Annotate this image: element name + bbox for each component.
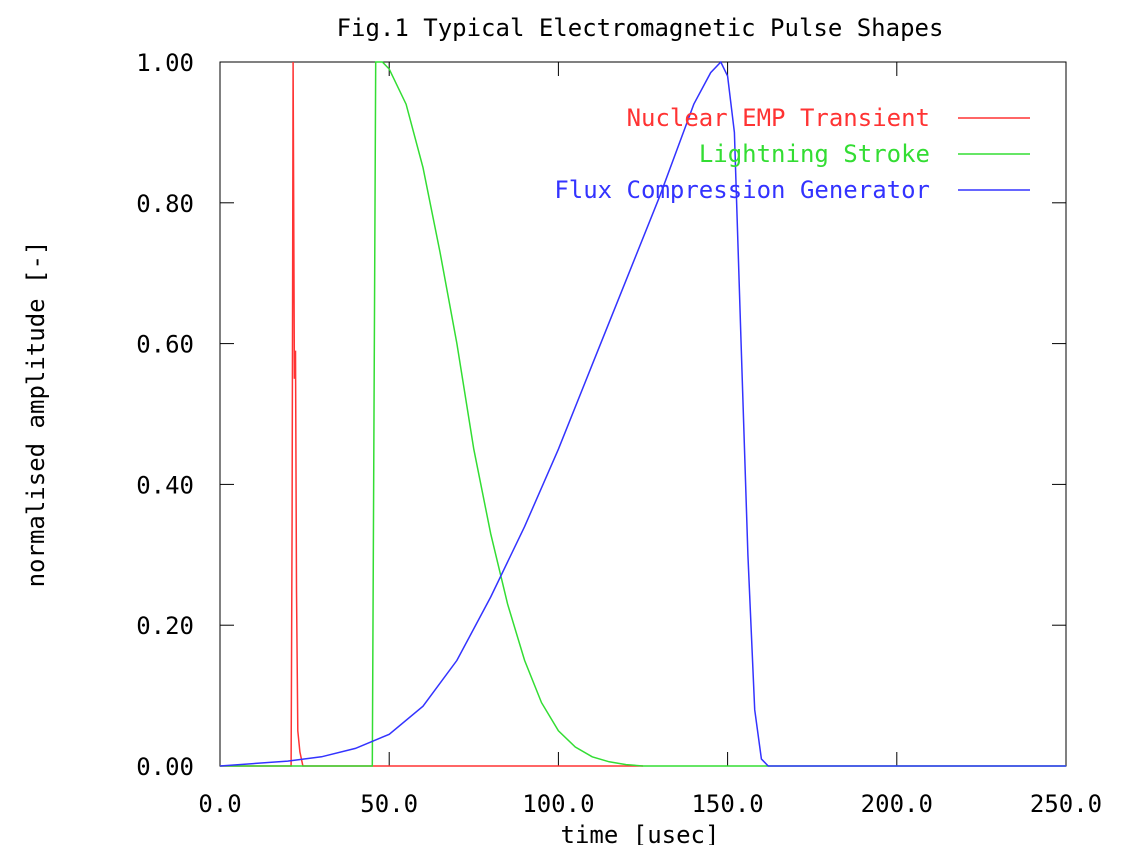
x-tick-label: 200.0 bbox=[861, 790, 933, 818]
y-tick-label: 0.60 bbox=[136, 331, 194, 359]
y-tick-label: 0.00 bbox=[136, 753, 194, 781]
series-lines bbox=[219, 60, 1066, 767]
plot-frame bbox=[219, 61, 1067, 767]
x-axis-label: time [usec] bbox=[561, 821, 720, 845]
y-tick-label: 0.20 bbox=[136, 612, 194, 640]
y-tick-label: 1.00 bbox=[136, 49, 194, 77]
series-line bbox=[219, 60, 1066, 767]
x-tick-label: 150.0 bbox=[691, 790, 763, 818]
x-tick-label: 100.0 bbox=[522, 790, 594, 818]
y-axis-label: normalised amplitude [-] bbox=[22, 241, 50, 588]
series-line bbox=[220, 61, 643, 767]
y-tick-label: 0.80 bbox=[136, 190, 194, 218]
tick-labels: 0.0 50.0 100.0 150.0 200.0 250.0 0.00 0.20 0.40 0… bbox=[136, 49, 1102, 818]
legend: Nuclear EMP Transient Lightning Stroke Flu… bbox=[554, 104, 1030, 204]
y-tick-label: 0.40 bbox=[136, 471, 194, 499]
series-line bbox=[220, 61, 1066, 767]
legend-label: Lightning Stroke bbox=[699, 140, 930, 168]
legend-label: Nuclear EMP Transient bbox=[627, 104, 930, 132]
legend-label: Flux Compression Generator bbox=[554, 176, 930, 204]
x-tick-label: 0.0 bbox=[198, 790, 241, 818]
x-tick-label: 50.0 bbox=[360, 790, 418, 818]
axis-ticks bbox=[219, 61, 1067, 767]
x-tick-label: 250.0 bbox=[1030, 790, 1102, 818]
chart-title: Fig.1 Typical Electromagnetic Pulse Shap… bbox=[337, 14, 944, 42]
